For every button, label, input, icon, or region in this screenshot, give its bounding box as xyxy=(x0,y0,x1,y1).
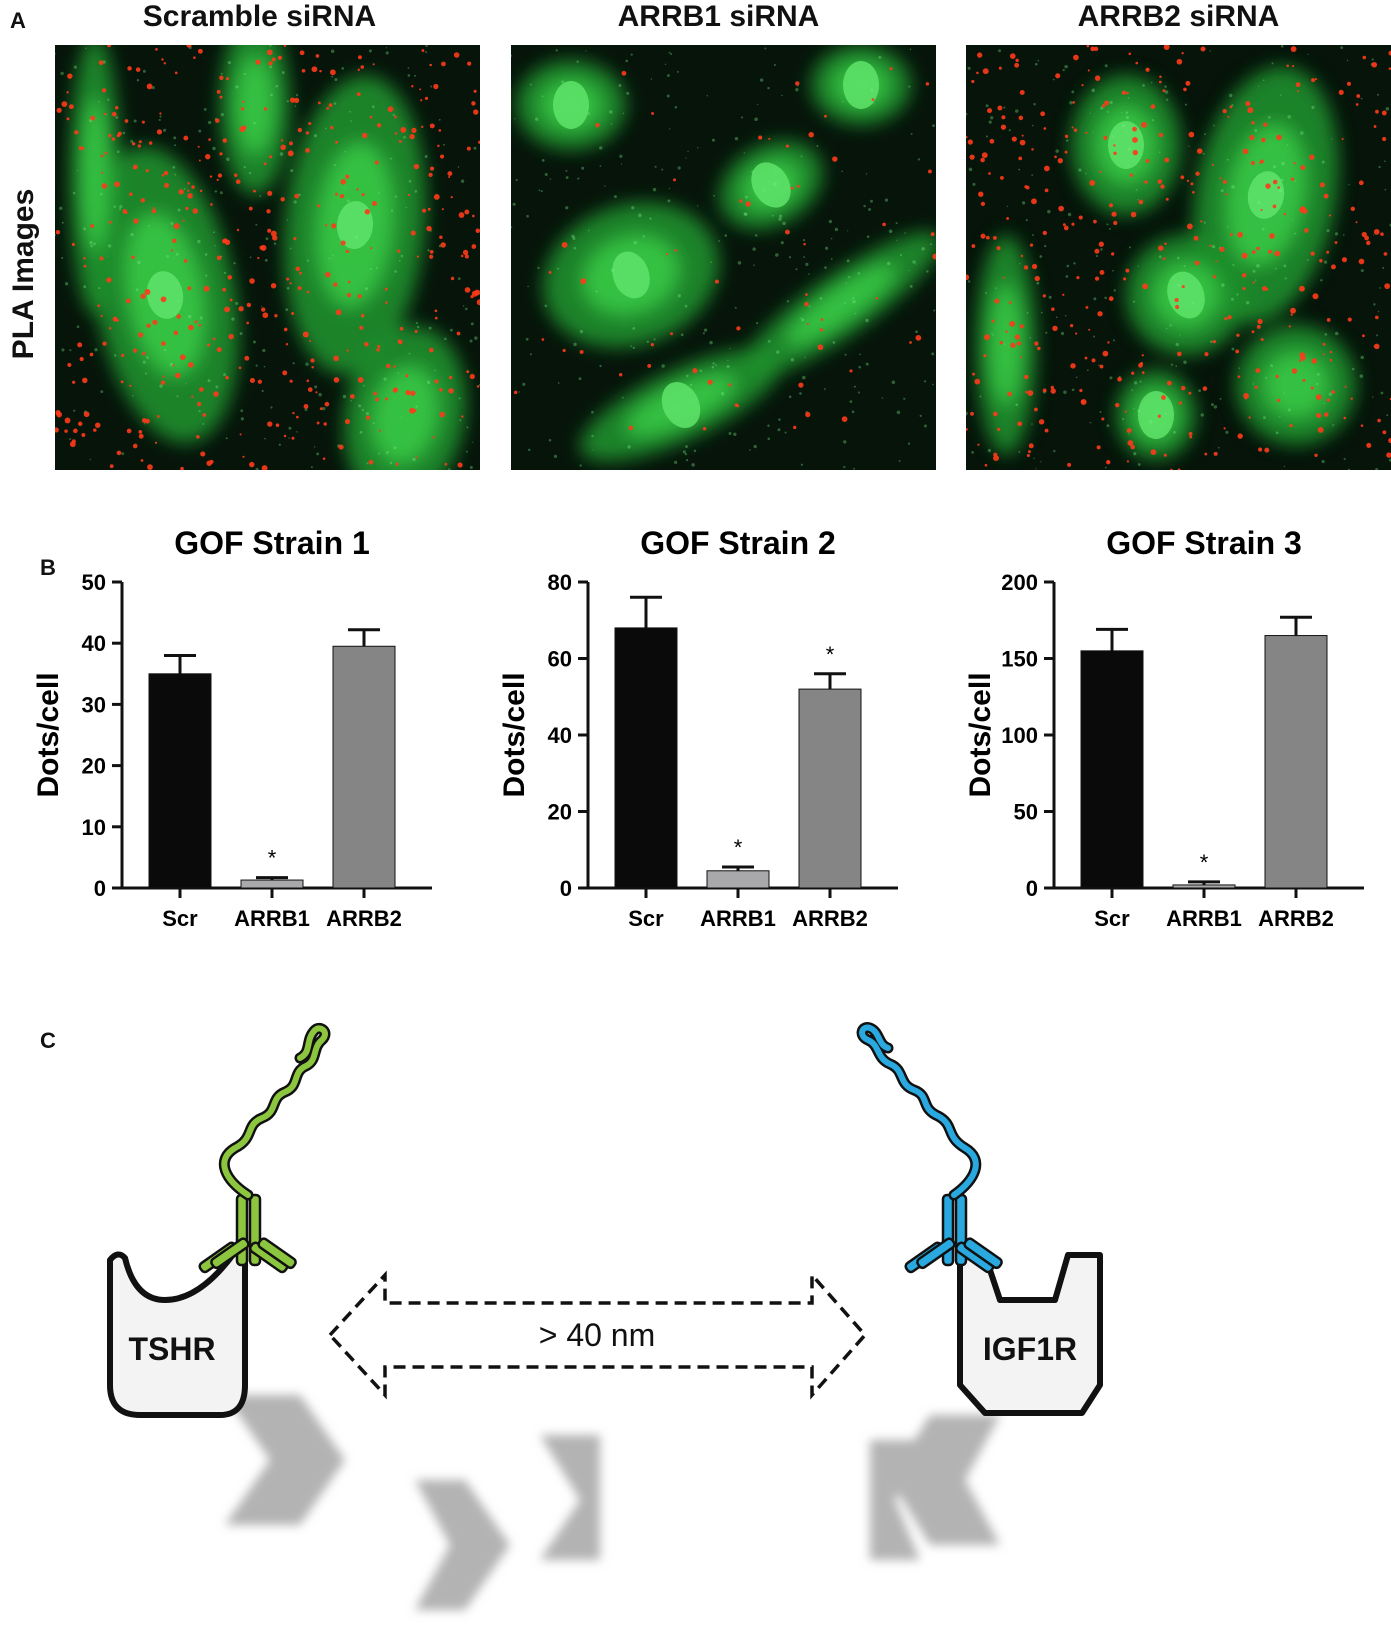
bar-arrb1 xyxy=(240,879,304,889)
y-axis-title: Dots/cell xyxy=(32,672,65,797)
y-tick-label: 20 xyxy=(548,800,572,825)
panel-a-label: A xyxy=(10,8,26,33)
significance-marker: * xyxy=(734,835,743,860)
bar-chart-strain-3: GOF Strain 3 Dots/cell 0 50 100 150 200 Scr ARRB… xyxy=(932,525,1391,965)
chart-title: GOF Strain 3 xyxy=(1106,525,1302,561)
x-tick-label: Scr xyxy=(1094,906,1130,931)
bar-scr xyxy=(148,673,212,889)
chart-title: GOF Strain 1 xyxy=(174,525,370,561)
y-tick-label: 10 xyxy=(82,815,106,840)
significance-marker: * xyxy=(268,846,277,871)
bar-arrb1 xyxy=(1172,884,1236,889)
ligand-shadows xyxy=(225,1395,1000,1610)
pla-images-row-label: PLA Images xyxy=(7,188,40,360)
chart-title: GOF Strain 2 xyxy=(640,525,836,561)
y-axis-title: Dots/cell xyxy=(964,672,997,797)
distance-arrow xyxy=(327,1270,868,1400)
y-tick-label: 0 xyxy=(94,876,106,901)
y-tick-label: 0 xyxy=(560,876,572,901)
panel-c-label: C xyxy=(40,1028,56,1053)
y-tick-label: 50 xyxy=(1014,800,1038,825)
y-tick-label: 60 xyxy=(548,647,572,672)
micrograph-arrb1 xyxy=(511,45,936,470)
tshr-ribbon xyxy=(218,1022,331,1201)
micrograph-scramble xyxy=(55,45,480,470)
y-axis-title: Dots/cell xyxy=(498,672,531,797)
significance-marker: * xyxy=(1200,850,1209,875)
bar-arrb2 xyxy=(332,645,396,889)
x-tick-label: Scr xyxy=(162,906,198,931)
bar-scr xyxy=(614,627,678,889)
bar-arrb2 xyxy=(1264,635,1328,889)
bar-arrb1 xyxy=(706,870,770,889)
y-tick-label: 50 xyxy=(82,570,106,595)
y-tick-label: 150 xyxy=(1001,647,1038,672)
y-tick-label: 80 xyxy=(548,570,572,595)
x-tick-label: ARRB1 xyxy=(1166,906,1242,931)
tshr-label: TSHR xyxy=(128,1331,215,1367)
bar-chart-strain-1: GOF Strain 1 Dots/cell 0 10 20 30 40 50 Scr ARRB1… xyxy=(0,525,460,965)
x-tick-label: ARRB2 xyxy=(326,906,402,931)
proximity-diagram: TSHR IGF1R > 40 nm xyxy=(0,1010,1391,1624)
distance-label: > 40 nm xyxy=(539,1317,656,1353)
y-tick-label: 0 xyxy=(1026,876,1038,901)
significance-marker: * xyxy=(826,642,835,667)
y-tick-label: 40 xyxy=(548,723,572,748)
x-tick-label: Scr xyxy=(628,906,664,931)
title-scramble-sirna: Scramble siRNA xyxy=(142,0,377,33)
y-tick-label: 100 xyxy=(1001,723,1038,748)
igf1r-receptor xyxy=(957,1252,1103,1416)
title-arrb1-sirna: ARRB1 siRNA xyxy=(617,0,820,33)
panel-b-label: B xyxy=(40,555,56,580)
igf1r-label: IGF1R xyxy=(983,1331,1077,1367)
y-tick-label: 200 xyxy=(1001,570,1038,595)
y-tick-label: 20 xyxy=(82,754,106,779)
bar-arrb2 xyxy=(798,688,862,889)
igf1r-antibody xyxy=(904,1193,1003,1274)
bar-chart-strain-2: GOF Strain 2 Dots/cell 0 20 40 60 80 Scr ARRB1 * A… xyxy=(466,525,926,965)
tshr-antibody xyxy=(198,1193,297,1274)
x-tick-label: ARRB1 xyxy=(700,906,776,931)
x-tick-label: ARRB1 xyxy=(234,906,310,931)
x-tick-label: ARRB2 xyxy=(792,906,868,931)
micrograph-arrb2 xyxy=(966,45,1391,470)
y-tick-label: 30 xyxy=(82,692,106,717)
x-tick-label: ARRB2 xyxy=(1258,906,1334,931)
y-tick-label: 40 xyxy=(82,631,106,656)
title-arrb2-sirna: ARRB2 siRNA xyxy=(1077,0,1280,33)
bar-scr xyxy=(1080,650,1144,889)
